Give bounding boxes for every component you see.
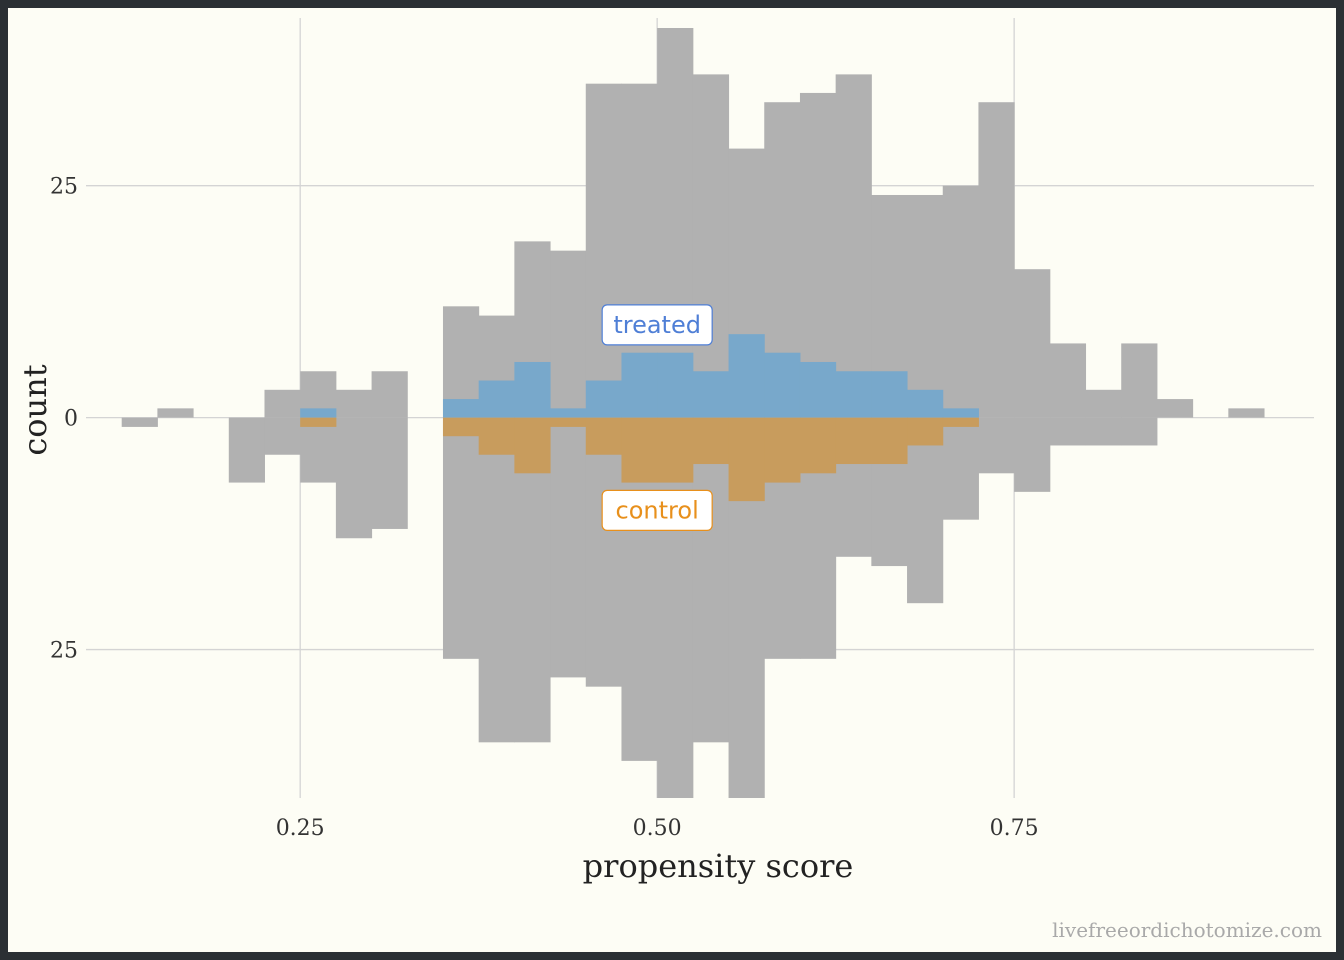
control-bar-matched [871, 417, 908, 465]
watermark: livefreeordichotomize.com [1052, 918, 1322, 942]
treated-bar-matched [907, 389, 944, 418]
control-bar-matched [835, 417, 872, 465]
treated-bar-all [1085, 389, 1122, 418]
control-bar-matched [728, 417, 765, 502]
treated-bar-all [692, 74, 730, 418]
control-bar-all [264, 417, 301, 455]
treated-bar-all [371, 371, 408, 418]
tick-labels: 0.25 0.50 0.75 25 0 25 [50, 175, 1039, 841]
x-tick-label: 0.75 [990, 816, 1039, 841]
control-bar-all [442, 417, 480, 659]
y-tick-label: 0 [64, 407, 78, 432]
y-tick-label: 25 [50, 175, 78, 200]
control-bar-matched [764, 417, 801, 483]
treated-bar-matched [764, 352, 801, 418]
control-bar-all [1014, 417, 1051, 492]
treated-bar-matched [657, 352, 694, 418]
control-bar-all [978, 417, 1015, 474]
treated-bar-all [1121, 343, 1158, 418]
control-bar-matched [799, 417, 837, 474]
treated-bar-matched [478, 380, 515, 418]
treated-bar-all [1014, 269, 1051, 418]
bars-all [121, 28, 1265, 798]
treated-bar-all [907, 194, 944, 418]
control-bar-matched [550, 417, 587, 427]
control-bar-all [121, 417, 158, 427]
treated-bar-matched [514, 361, 551, 418]
control-bar-all [300, 417, 337, 483]
treated-bar-all [1228, 408, 1265, 418]
treated-bar-all [264, 389, 301, 418]
control-bar-all [1049, 417, 1087, 446]
treated-bar-matched [835, 371, 872, 418]
control-bar-matched [657, 417, 694, 483]
control-bar-matched [621, 417, 658, 483]
control-bar-all [1121, 417, 1158, 446]
control-bar-all [335, 417, 373, 539]
treated-label: treated [613, 311, 701, 339]
x-tick-label: 0.25 [276, 816, 325, 841]
y-axis-title: count [16, 364, 54, 455]
bars-matched [300, 334, 979, 502]
x-tick-label: 0.50 [633, 816, 682, 841]
treated-bar-matched [621, 352, 658, 418]
treated-bar-all [550, 250, 587, 418]
control-bar-all [585, 417, 622, 687]
treated-bar-all [157, 408, 194, 418]
treated-bar-all [1156, 399, 1194, 418]
treated-bar-all [978, 102, 1015, 418]
control-bar-matched [514, 417, 551, 474]
control-label: control [616, 496, 699, 524]
control-bar-matched [300, 417, 337, 427]
treated-bar-matched [728, 334, 765, 418]
treated-bar-matched [550, 408, 587, 418]
control-bar-matched [585, 417, 622, 455]
treated-bar-matched [799, 361, 837, 418]
control-bar-all [692, 417, 730, 743]
treated-bar-all [835, 74, 872, 418]
control-label-box [601, 489, 713, 532]
treated-bar-all [585, 83, 622, 418]
control-bar-all [371, 417, 408, 529]
control-bar-matched [942, 417, 979, 427]
chart-frame: treated control 0.25 0.50 0.75 25 0 25 propens… [8, 8, 1336, 952]
control-bar-matched [907, 417, 944, 446]
control-bar-all [1085, 417, 1122, 446]
control-bar-matched [692, 417, 730, 465]
control-bar-matched [478, 417, 515, 455]
treated-label-box [601, 304, 713, 346]
treated-bar-matched [442, 399, 480, 418]
treated-bar-matched [871, 371, 908, 418]
control-bar-all [550, 417, 587, 678]
control-bar-all [942, 417, 979, 520]
x-axis-title: propensity score [583, 847, 854, 885]
y-tick-label: 25 [50, 639, 78, 664]
treated-bar-all [1049, 343, 1087, 418]
treated-bar-matched [300, 408, 337, 418]
treated-bar-matched [942, 408, 979, 418]
annotations: treated control [601, 304, 713, 532]
treated-bar-all [335, 389, 373, 418]
control-bar-all [228, 417, 265, 483]
propensity-histogram: treated control 0.25 0.50 0.75 25 0 25 propens… [16, 18, 1314, 885]
treated-bar-matched [585, 380, 622, 418]
control-bar-all [907, 417, 944, 604]
treated-bar-all [942, 185, 979, 418]
treated-bar-matched [692, 371, 730, 418]
control-bar-all [478, 417, 515, 743]
control-bar-matched [442, 417, 480, 437]
